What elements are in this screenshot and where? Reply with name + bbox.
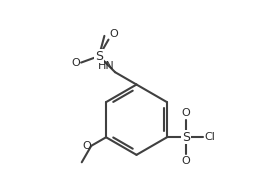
Text: S: S xyxy=(182,131,190,144)
Text: O: O xyxy=(182,108,190,118)
Text: O: O xyxy=(182,156,190,166)
Text: O: O xyxy=(72,58,80,68)
Text: O: O xyxy=(109,29,118,39)
Text: S: S xyxy=(95,50,103,63)
Text: O: O xyxy=(82,141,91,151)
Text: HN: HN xyxy=(97,61,114,71)
Text: Cl: Cl xyxy=(204,132,215,142)
